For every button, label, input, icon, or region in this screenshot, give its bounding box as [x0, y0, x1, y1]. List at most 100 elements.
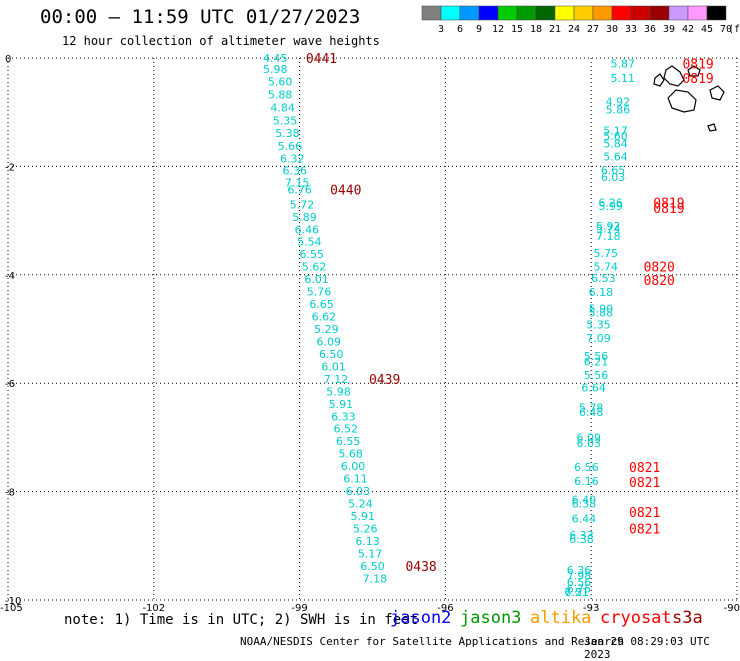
colorbar-label: 27 [587, 24, 599, 35]
swh-value: 6.33 [569, 529, 594, 542]
y-tick-label: 0 [5, 54, 11, 65]
legend-note: note: 1) Time is in UTC; 2) SWH is in fe… [64, 612, 419, 628]
swh-value: 6.36 [282, 165, 307, 178]
y-tick-label: -4 [5, 271, 15, 282]
colorbar-swatch [459, 5, 480, 21]
swh-value: 5.84 [603, 138, 628, 151]
island-outline [653, 65, 725, 132]
time-label: 0819 [682, 72, 713, 87]
swh-value: 6.18 [589, 286, 614, 299]
time-label: 0819 [653, 202, 684, 217]
x-tick-label: -96 [437, 603, 453, 614]
colorbar-swatch [573, 5, 594, 21]
swh-value: 6.03 [577, 437, 602, 450]
swh-value: 6.01 [304, 273, 329, 286]
colorbar-swatch [687, 5, 708, 21]
swh-values: 4.455.985.605.884.845.355.385.666.326.36… [263, 52, 635, 599]
swh-value: 5.86 [606, 103, 631, 116]
swh-value: 5.56 [584, 350, 609, 363]
swh-value: 5.68 [338, 448, 363, 461]
colorbar-label: 33 [625, 24, 637, 35]
swh-value: 6.56 [574, 461, 599, 474]
swh-value: 6.13 [355, 535, 380, 548]
swh-value: 6.48 [579, 406, 604, 419]
colorbar-swatch [554, 5, 575, 21]
colorbar-label: 15 [511, 24, 523, 35]
legend-cryosat: cryosat [600, 608, 672, 628]
time-label: 0821 [629, 476, 660, 491]
y-tick-label: -2 [5, 162, 15, 173]
colorbar-label: 70 [720, 24, 732, 35]
swh-value: 6.75 [567, 583, 592, 596]
swh-value: 5.90 [589, 302, 614, 315]
y-tick-label: -6 [5, 379, 15, 390]
swh-value: 6.65 [601, 164, 626, 177]
colorbar-swatch [706, 5, 727, 21]
swh-value: 5.98 [263, 63, 288, 76]
colorbar-swatch [535, 5, 556, 21]
x-tick-label: -105 [0, 603, 23, 614]
swh-value: 6.32 [280, 152, 305, 165]
swh-value: 6.09 [317, 335, 342, 348]
x-tick-label: -102 [142, 603, 165, 614]
legend-jason2: jason2 [390, 608, 452, 628]
swh-value: 5.64 [603, 151, 628, 164]
swh-value: 6.44 [572, 513, 597, 526]
swh-value: 7.12 [324, 373, 349, 386]
swh-value: 5.35 [273, 114, 298, 127]
swh-value: 6.36 [567, 564, 592, 577]
swh-value: 6.62 [312, 311, 337, 324]
colorbar-label: (ft) [728, 24, 740, 35]
credit-text: NOAA/NESDIS Center for Satellite Applica… [240, 635, 625, 648]
time-label: 0820 [644, 261, 675, 276]
swh-value: 5.54 [297, 236, 322, 249]
swh-value: 6.46 [295, 223, 320, 236]
chart-grid [7, 57, 738, 601]
swh-value: 6.53 [591, 272, 616, 285]
time-label: 0819 [682, 57, 713, 72]
swh-value: 5.74 [596, 223, 621, 236]
swh-value: 6.56 [567, 576, 592, 589]
swh-value: 5.62 [302, 261, 327, 274]
colorbar-swatch [516, 5, 537, 21]
colorbar-label: 42 [682, 24, 694, 35]
swh-value: 5.88 [589, 307, 614, 320]
swh-value: 5.17 [358, 547, 383, 560]
swh-value: 6.16 [574, 475, 599, 488]
swh-value: 5.66 [278, 140, 303, 153]
legend-s3a: s3a [672, 608, 703, 628]
swh-value: 5.38 [275, 127, 300, 140]
swh-value: 7.15 [285, 177, 310, 190]
x-tick-label: -93 [583, 603, 599, 614]
x-tick-label: -99 [291, 603, 307, 614]
swh-value: 5.11 [611, 72, 636, 85]
swh-value: 6.76 [287, 184, 312, 197]
swh-value: 6.38 [572, 498, 597, 511]
colorbar-label: 9 [476, 24, 482, 35]
swh-value: 6.00 [341, 460, 366, 473]
swh-value: 5.91 [351, 510, 376, 523]
y-tick-label: -8 [5, 488, 15, 499]
colorbar-swatch [649, 5, 670, 21]
swh-value: 5.35 [586, 319, 611, 332]
swh-value: 5.89 [292, 211, 317, 224]
swh-value: 5.17 [603, 125, 628, 138]
colorbar-swatch [630, 5, 651, 21]
colorbar-label: 36 [644, 24, 656, 35]
swh-value: 5.78 [579, 402, 604, 415]
time-label: 0440 [330, 184, 361, 199]
swh-value: 6.55 [300, 248, 325, 261]
time-label: 0821 [629, 506, 660, 521]
swh-value: 5.99 [598, 200, 623, 213]
swh-value: 5.60 [603, 130, 628, 143]
swh-value: 5.74 [594, 261, 619, 274]
page-title: 00:00 – 11:59 UTC 01/27/2023 [40, 6, 361, 28]
swh-value: 6.50 [360, 560, 385, 573]
swh-value: 5.75 [594, 247, 619, 260]
time-label: 0439 [369, 373, 400, 388]
y-tick-label: -10 [5, 596, 21, 607]
swh-value: 6.55 [336, 435, 361, 448]
swh-value: 6.50 [319, 348, 344, 361]
swh-value: 5.26 [353, 522, 378, 535]
colorbar-swatch [611, 5, 632, 21]
